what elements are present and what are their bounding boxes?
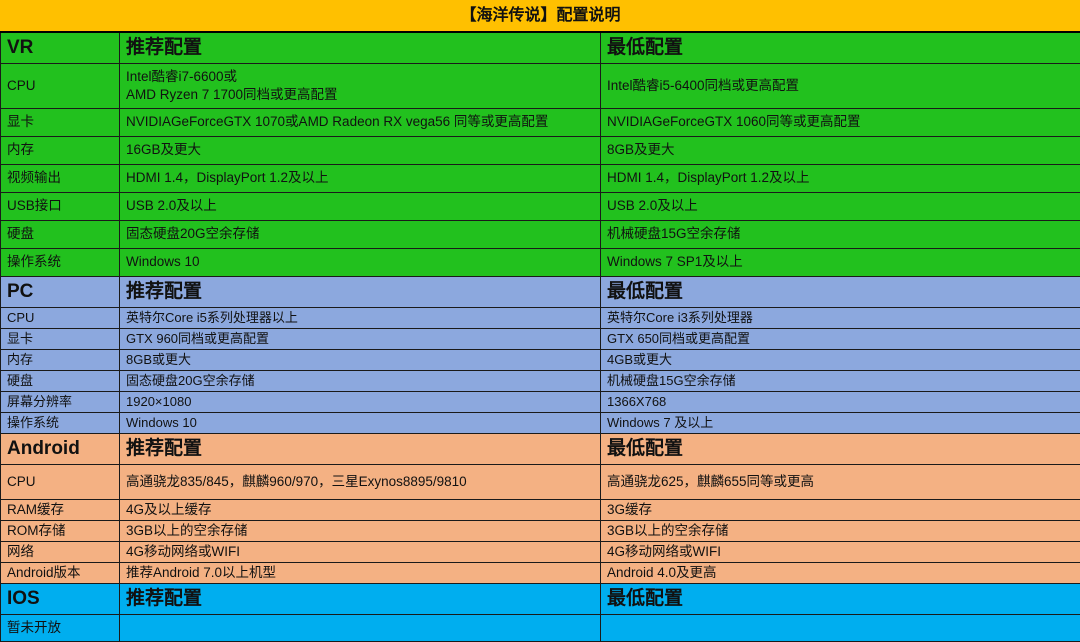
table-row: 显卡 NVIDIAGeForceGTX 1070或AMD Radeon RX v… [1,109,1080,137]
table-row: ROM存储 3GB以上的空余存储 3GB以上的空余存储 [1,521,1080,542]
row-label: 操作系统 [1,249,120,277]
row-minimum: Windows 7 及以上 [601,413,1080,434]
row-minimum: 机械硬盘15G空余存储 [601,371,1080,392]
row-label: 硬盘 [1,221,120,249]
row-recommended: Intel酷睿i7-6600或 AMD Ryzen 7 1700同档或更高配置 [120,64,601,109]
row-minimum: 4G移动网络或WIFI [601,542,1080,563]
row-recommended: 英特尔Core i5系列处理器以上 [120,308,601,329]
column-header-minimum-ios: 最低配置 [601,584,1080,615]
column-header-minimum-android: 最低配置 [601,434,1080,465]
row-minimum: 英特尔Core i3系列处理器 [601,308,1080,329]
row-minimum: 3GB以上的空余存储 [601,521,1080,542]
row-minimum: 机械硬盘15G空余存储 [601,221,1080,249]
row-minimum: 3G缓存 [601,500,1080,521]
section-header-pc: PC 推荐配置 最低配置 [1,277,1080,308]
row-minimum: Intel酷睿i5-6400同档或更高配置 [601,64,1080,109]
row-recommended: NVIDIAGeForceGTX 1070或AMD Radeon RX vega… [120,109,601,137]
row-recommended: 3GB以上的空余存储 [120,521,601,542]
row-minimum: 1366X768 [601,392,1080,413]
column-header-recommended-vr: 推荐配置 [120,32,601,64]
row-label: 内存 [1,137,120,165]
table-row: CPU 高通骁龙835/845，麒麟960/970，三星Exynos8895/9… [1,465,1080,500]
row-recommended: 8GB或更大 [120,350,601,371]
table-row: 视频输出 HDMI 1.4，DisplayPort 1.2及以上 HDMI 1.… [1,165,1080,193]
row-minimum: Windows 7 SP1及以上 [601,249,1080,277]
row-minimum: 高通骁龙625，麒麟655同等或更高 [601,465,1080,500]
row-recommended: HDMI 1.4，DisplayPort 1.2及以上 [120,165,601,193]
row-label: 显卡 [1,329,120,350]
row-label: 网络 [1,542,120,563]
table-row: 内存 16GB及更大 8GB及更大 [1,137,1080,165]
row-label: 屏幕分辨率 [1,392,120,413]
row-recommended: 推荐Android 7.0以上机型 [120,563,601,584]
row-recommended: 16GB及更大 [120,137,601,165]
table-row: 硬盘 固态硬盘20G空余存储 机械硬盘15G空余存储 [1,221,1080,249]
row-recommended: Windows 10 [120,249,601,277]
table-row: USB接口 USB 2.0及以上 USB 2.0及以上 [1,193,1080,221]
row-minimum: Android 4.0及更高 [601,563,1080,584]
section-name-ios: IOS [1,584,120,615]
table-row: 操作系统 Windows 10 Windows 7 及以上 [1,413,1080,434]
row-recommended: Windows 10 [120,413,601,434]
row-recommended: 4G移动网络或WIFI [120,542,601,563]
table-title-row: 【海洋传说】配置说明 [1,1,1080,33]
row-label: 硬盘 [1,371,120,392]
table-row: Android版本 推荐Android 7.0以上机型 Android 4.0及… [1,563,1080,584]
column-header-recommended-android: 推荐配置 [120,434,601,465]
spec-sheet: 【海洋传说】配置说明 VR 推荐配置 最低配置 CPU Intel酷睿i7-66… [0,0,1080,620]
table-row: 硬盘 固态硬盘20G空余存储 机械硬盘15G空余存储 [1,371,1080,392]
row-recommended: USB 2.0及以上 [120,193,601,221]
column-header-minimum-pc: 最低配置 [601,277,1080,308]
column-header-recommended-pc: 推荐配置 [120,277,601,308]
row-minimum: GTX 650同档或更高配置 [601,329,1080,350]
row-label: USB接口 [1,193,120,221]
row-minimum [601,615,1080,642]
column-header-recommended-ios: 推荐配置 [120,584,601,615]
row-label: RAM缓存 [1,500,120,521]
row-label: Android版本 [1,563,120,584]
row-label: 暂未开放 [1,615,120,642]
row-minimum: USB 2.0及以上 [601,193,1080,221]
row-recommended: 1920×1080 [120,392,601,413]
row-label: CPU [1,465,120,500]
row-label: 显卡 [1,109,120,137]
section-header-android: Android 推荐配置 最低配置 [1,434,1080,465]
row-label: CPU [1,64,120,109]
table-row: CPU Intel酷睿i7-6600或 AMD Ryzen 7 1700同档或更… [1,64,1080,109]
row-recommended: 固态硬盘20G空余存储 [120,371,601,392]
row-label: ROM存储 [1,521,120,542]
table-row: 网络 4G移动网络或WIFI 4G移动网络或WIFI [1,542,1080,563]
section-header-vr: VR 推荐配置 最低配置 [1,32,1080,64]
section-name-android: Android [1,434,120,465]
row-label: 内存 [1,350,120,371]
row-minimum: HDMI 1.4，DisplayPort 1.2及以上 [601,165,1080,193]
section-header-ios: IOS 推荐配置 最低配置 [1,584,1080,615]
row-minimum: NVIDIAGeForceGTX 1060同等或更高配置 [601,109,1080,137]
row-recommended: 4G及以上缓存 [120,500,601,521]
row-recommended: 高通骁龙835/845，麒麟960/970，三星Exynos8895/9810 [120,465,601,500]
row-recommended: GTX 960同档或更高配置 [120,329,601,350]
table-row: 显卡 GTX 960同档或更高配置 GTX 650同档或更高配置 [1,329,1080,350]
page-title: 【海洋传说】配置说明 [1,1,1080,33]
row-minimum: 8GB及更大 [601,137,1080,165]
row-label: CPU [1,308,120,329]
table-row: 屏幕分辨率 1920×1080 1366X768 [1,392,1080,413]
row-recommended: 固态硬盘20G空余存储 [120,221,601,249]
table-row: 暂未开放 [1,615,1080,642]
table-row: 内存 8GB或更大 4GB或更大 [1,350,1080,371]
section-name-pc: PC [1,277,120,308]
table-row: 操作系统 Windows 10 Windows 7 SP1及以上 [1,249,1080,277]
row-label: 视频输出 [1,165,120,193]
row-label: 操作系统 [1,413,120,434]
table-row: RAM缓存 4G及以上缓存 3G缓存 [1,500,1080,521]
row-recommended [120,615,601,642]
table-row: CPU 英特尔Core i5系列处理器以上 英特尔Core i3系列处理器 [1,308,1080,329]
column-header-minimum-vr: 最低配置 [601,32,1080,64]
section-name-vr: VR [1,32,120,64]
row-minimum: 4GB或更大 [601,350,1080,371]
